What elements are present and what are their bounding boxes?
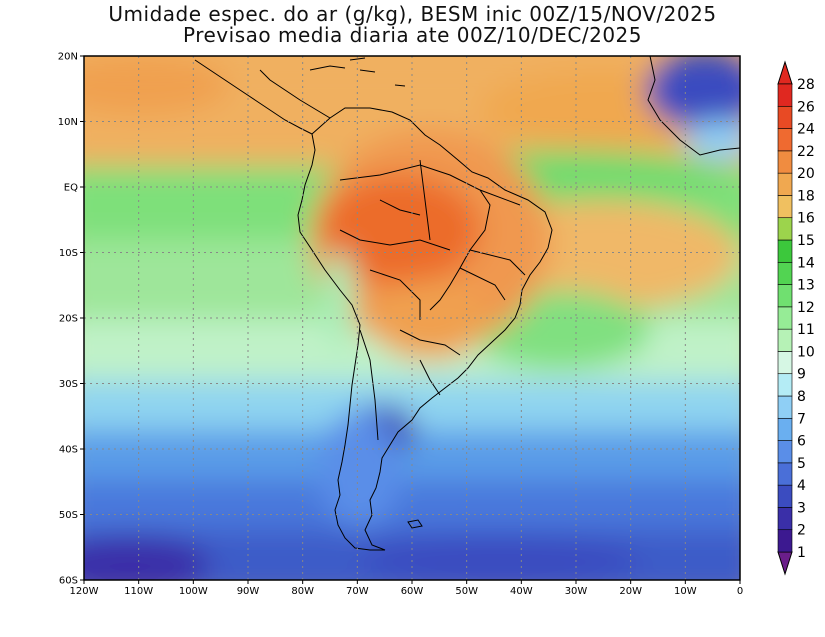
colorbar-segment bbox=[777, 529, 793, 553]
colorbar-level-label: 16 bbox=[797, 211, 815, 227]
colorbar-level-label: 14 bbox=[797, 255, 815, 271]
colorbar-level-label: 4 bbox=[797, 478, 806, 494]
lat-tick-label: 40S bbox=[59, 445, 78, 456]
colorbar-level-label: 11 bbox=[797, 322, 815, 338]
central-america-coast bbox=[194, 59, 331, 135]
colorbar-segment bbox=[777, 195, 793, 219]
colorbar-segment bbox=[777, 217, 793, 241]
colorbar-segment bbox=[777, 507, 793, 531]
lat-tick-label: 20N bbox=[58, 52, 78, 63]
colorbar-segment bbox=[777, 261, 793, 285]
colorbar-level-label: 15 bbox=[797, 233, 815, 249]
colorbar-level-label: 7 bbox=[797, 411, 806, 427]
lon-tick-label: 0 bbox=[737, 586, 743, 597]
lon-tick-label: 30W bbox=[565, 586, 588, 597]
colorbar-level-label: 13 bbox=[797, 278, 815, 294]
colorbar-level-label: 2 bbox=[797, 523, 806, 539]
colorbar-segment bbox=[777, 284, 793, 308]
latitude-ticks: 20N 10N EQ 10S 20S 30S 40S 50S 60S bbox=[58, 52, 84, 587]
longitude-ticks: 120W 110W 100W 90W 80W 70W 60W 50W 40W 30W 20W 10W 0 bbox=[70, 580, 743, 597]
falklands bbox=[407, 519, 423, 529]
colorbar-level-label: 28 bbox=[797, 77, 815, 93]
lat-tick-label: 10N bbox=[58, 117, 78, 128]
colorbar-segment bbox=[777, 373, 793, 397]
lat-tick-label: 30S bbox=[59, 379, 78, 390]
lon-tick-label: 70W bbox=[346, 586, 369, 597]
colorbar-segment bbox=[777, 105, 793, 129]
map-gridlines bbox=[84, 56, 740, 580]
coastlines bbox=[194, 56, 740, 551]
colorbar-level-label: 10 bbox=[797, 344, 815, 360]
colorbar-segment bbox=[777, 239, 793, 263]
lon-tick-label: 120W bbox=[70, 586, 99, 597]
colorbar-level-label: 20 bbox=[797, 166, 815, 182]
colorbar-segment bbox=[777, 462, 793, 486]
lon-tick-label: 60W bbox=[401, 586, 424, 597]
colorbar-segment bbox=[777, 128, 793, 152]
colorbar-segment bbox=[777, 440, 793, 464]
lat-tick-label: 10S bbox=[59, 248, 78, 259]
colorbar-segment bbox=[777, 395, 793, 419]
colorbar-segment bbox=[777, 172, 793, 196]
country-borders bbox=[339, 159, 526, 441]
colorbar-level-label: 1 bbox=[797, 545, 806, 561]
colorbar-level-label: 8 bbox=[797, 389, 806, 405]
humidity-field bbox=[84, 56, 740, 580]
lat-tick-label: 50S bbox=[59, 510, 78, 521]
map-subtitle: Previsao media diaria ate 00Z/10/DEC/202… bbox=[183, 23, 642, 47]
south-america-coast bbox=[297, 107, 553, 551]
colorbar-segment bbox=[777, 417, 793, 441]
lon-tick-label: 100W bbox=[179, 586, 208, 597]
lon-tick-label: 20W bbox=[619, 586, 642, 597]
lon-tick-label: 110W bbox=[124, 586, 153, 597]
colorbar-level-label: 12 bbox=[797, 300, 815, 316]
colorbar-level-label: 6 bbox=[797, 434, 806, 450]
colorbar-top-arrow bbox=[777, 60, 793, 85]
colorbar-segment bbox=[777, 83, 793, 107]
colorbar-segment bbox=[777, 484, 793, 508]
colorbar-level-label: 9 bbox=[797, 367, 806, 383]
lon-tick-label: 40W bbox=[510, 586, 533, 597]
colorbar-level-label: 3 bbox=[797, 500, 806, 516]
colorbar-level-label: 5 bbox=[797, 456, 806, 472]
colorbar-segment bbox=[777, 328, 793, 352]
lat-tick-label: 60S bbox=[59, 576, 78, 587]
colorbar-segment bbox=[777, 351, 793, 375]
map-title: Umidade espec. do ar (g/kg), BESM inic 0… bbox=[108, 2, 717, 26]
colorbar-segment bbox=[777, 306, 793, 330]
colorbar-bottom-arrow bbox=[777, 551, 793, 576]
caribbean-islands bbox=[309, 57, 406, 87]
lon-tick-label: 80W bbox=[291, 586, 314, 597]
colorbar-level-label: 24 bbox=[797, 122, 815, 138]
colorbar-level-label: 26 bbox=[797, 99, 815, 115]
colorbar-level-label: 18 bbox=[797, 188, 815, 204]
lat-tick-label: 20S bbox=[59, 314, 78, 325]
lon-tick-label: 50W bbox=[455, 586, 478, 597]
lon-tick-label: 10W bbox=[674, 586, 697, 597]
lat-tick-label: EQ bbox=[64, 183, 78, 194]
africa-coast bbox=[647, 56, 740, 156]
colorbar-level-label: 22 bbox=[797, 144, 815, 160]
lon-tick-label: 90W bbox=[237, 586, 260, 597]
colorbar-segment bbox=[777, 150, 793, 174]
